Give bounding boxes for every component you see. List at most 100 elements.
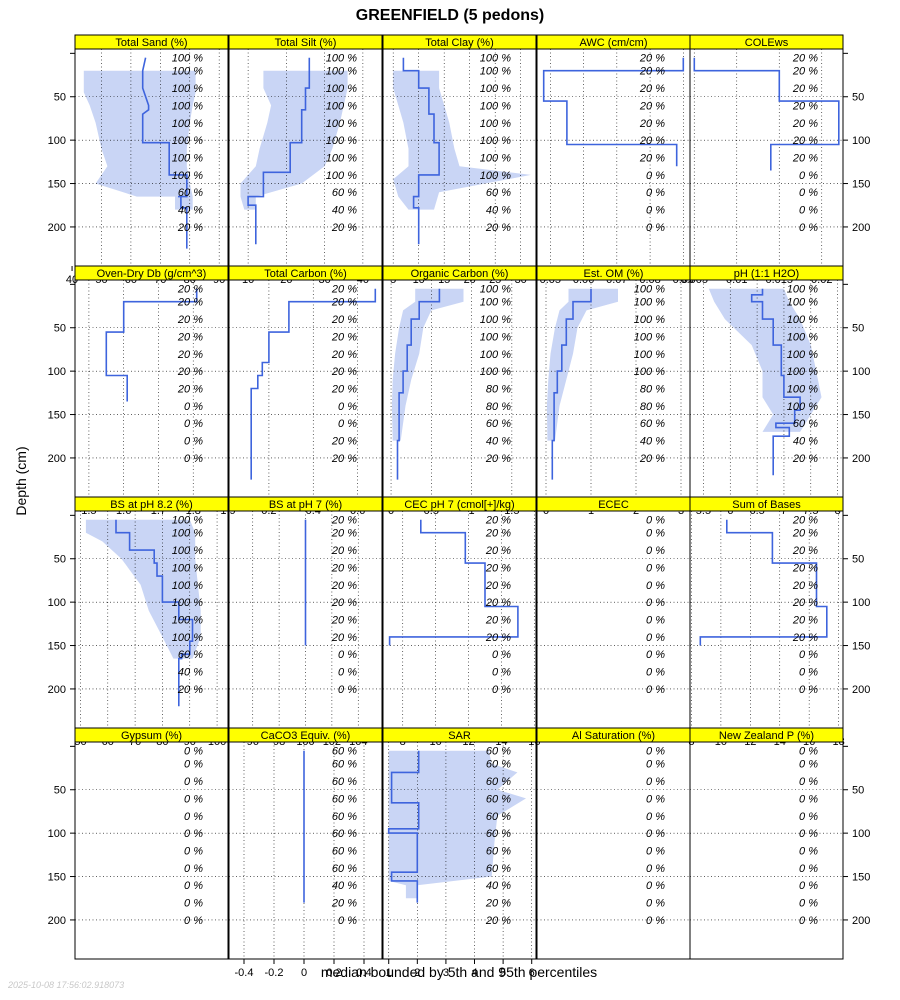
data-label: 20 % (792, 100, 818, 112)
data-label: 0 % (799, 205, 818, 217)
data-label: 0 % (646, 615, 665, 627)
y-tick-label: 50 (852, 554, 864, 566)
data-label: 0 % (646, 846, 665, 858)
data-label: 100 % (172, 580, 203, 592)
y-tick-label: 200 (852, 222, 870, 234)
y-tick-label: 200 (48, 222, 66, 234)
data-label: 100 % (634, 297, 665, 309)
data-label: 0 % (799, 846, 818, 858)
data-label: 20 % (485, 453, 511, 465)
data-label: 20 % (792, 545, 818, 557)
y-tick-label: 50 (54, 323, 66, 335)
data-label: 20 % (792, 615, 818, 627)
data-label: 0 % (799, 793, 818, 805)
data-label: 100 % (172, 528, 203, 540)
data-label: 0 % (646, 562, 665, 574)
data-label: 100 % (326, 53, 357, 65)
data-label: 0 % (799, 649, 818, 661)
data-label: 20 % (331, 615, 357, 627)
data-label: 20 % (331, 297, 357, 309)
panel-strip-title: BS at pH 8.2 (%) (110, 499, 193, 511)
panel-3: AWC (cm/cm)20 %20 %20 %20 %20 %20 %20 %0… (536, 34, 694, 286)
data-label: 0 % (184, 759, 203, 771)
data-label: 0 % (799, 880, 818, 892)
panel-strip-title: CEC pH 7 (cmol[+]/kg) (404, 499, 514, 511)
data-label: 60 % (486, 187, 511, 199)
data-label: 0 % (799, 863, 818, 875)
data-label: 100 % (787, 314, 818, 326)
data-label: 20 % (792, 528, 818, 540)
panel-strip-title: New Zealand P (%) (719, 730, 814, 742)
data-label: 100 % (480, 331, 511, 343)
data-label: 20 % (485, 562, 511, 574)
data-label: 0 % (646, 776, 665, 788)
data-label: 60 % (486, 776, 511, 788)
x-tick-label: 6 (529, 967, 535, 979)
median-line (402, 57, 440, 245)
data-label: 60 % (332, 863, 357, 875)
data-label: 100 % (480, 170, 511, 182)
data-label: 0 % (646, 545, 665, 557)
panel-strip-title: Gypsum (%) (121, 730, 182, 742)
x-tick-label: -0.4 (235, 967, 254, 979)
data-label: 0 % (184, 436, 203, 448)
data-label: 20 % (485, 632, 511, 644)
y-tick-label: 150 (48, 641, 66, 653)
y-tick-label: 100 (852, 597, 870, 609)
y-tick-label: 100 (48, 597, 66, 609)
percentile-band (391, 288, 464, 441)
data-label: 60 % (486, 746, 511, 758)
data-label: 60 % (332, 759, 357, 771)
data-label: 100 % (787, 349, 818, 361)
data-label: 20 % (485, 615, 511, 627)
data-label: 0 % (799, 759, 818, 771)
data-label: 20 % (331, 384, 357, 396)
data-label: 60 % (332, 811, 357, 823)
data-label: 100 % (480, 314, 511, 326)
median-line (396, 288, 441, 480)
y-tick-label: 150 (48, 410, 66, 422)
data-label: 100 % (172, 118, 203, 130)
data-label: 100 % (634, 284, 665, 296)
median-line (699, 519, 828, 646)
y-tick-label: 100 (852, 828, 870, 840)
chart-title: GREENFIELD (5 pedons) (356, 7, 544, 24)
data-label: 100 % (172, 545, 203, 557)
data-label: 40 % (486, 205, 511, 217)
data-label: 20 % (792, 66, 818, 78)
x-tick-label: 4 (471, 967, 477, 979)
panel-frame (536, 48, 691, 267)
data-label: 0 % (184, 811, 203, 823)
median-line (750, 288, 801, 476)
data-label: 100 % (172, 597, 203, 609)
percentile-band (240, 70, 348, 210)
data-label: 80 % (486, 384, 511, 396)
data-label: 20 % (331, 580, 357, 592)
data-label: 0 % (646, 793, 665, 805)
data-label: 0 % (799, 667, 818, 679)
data-label: 100 % (326, 83, 357, 95)
data-label: 20 % (177, 222, 203, 234)
data-label: 20 % (331, 545, 357, 557)
y-tick-label: 50 (54, 554, 66, 566)
panel-16: CaCO3 Equiv. (%)60 %60 %60 %60 %60 %60 %… (228, 727, 383, 979)
x-tick-label: 3 (443, 967, 449, 979)
x-tick-label: -0.2 (265, 967, 284, 979)
x-tick-label: 0.4 (356, 967, 371, 979)
data-label: 0 % (646, 759, 665, 771)
data-label: 0 % (646, 811, 665, 823)
percentile-band (546, 288, 618, 441)
panel-7: Organic Carbon (%)100 %100 %100 %100 %10… (382, 265, 537, 517)
data-label: 20 % (177, 331, 203, 343)
data-label: 60 % (332, 746, 357, 758)
data-label: 100 % (326, 118, 357, 130)
panel-strip-title: pH (1:1 H2O) (734, 268, 799, 280)
median-line (542, 57, 685, 167)
data-label: 0 % (338, 649, 357, 661)
panel-strip-title: AWC (cm/cm) (579, 37, 647, 49)
data-label: 40 % (178, 205, 203, 217)
panel-2: Total Clay (%)100 %100 %100 %100 %100 %1… (382, 34, 537, 286)
data-label: 20 % (331, 349, 357, 361)
data-label: 100 % (172, 562, 203, 574)
